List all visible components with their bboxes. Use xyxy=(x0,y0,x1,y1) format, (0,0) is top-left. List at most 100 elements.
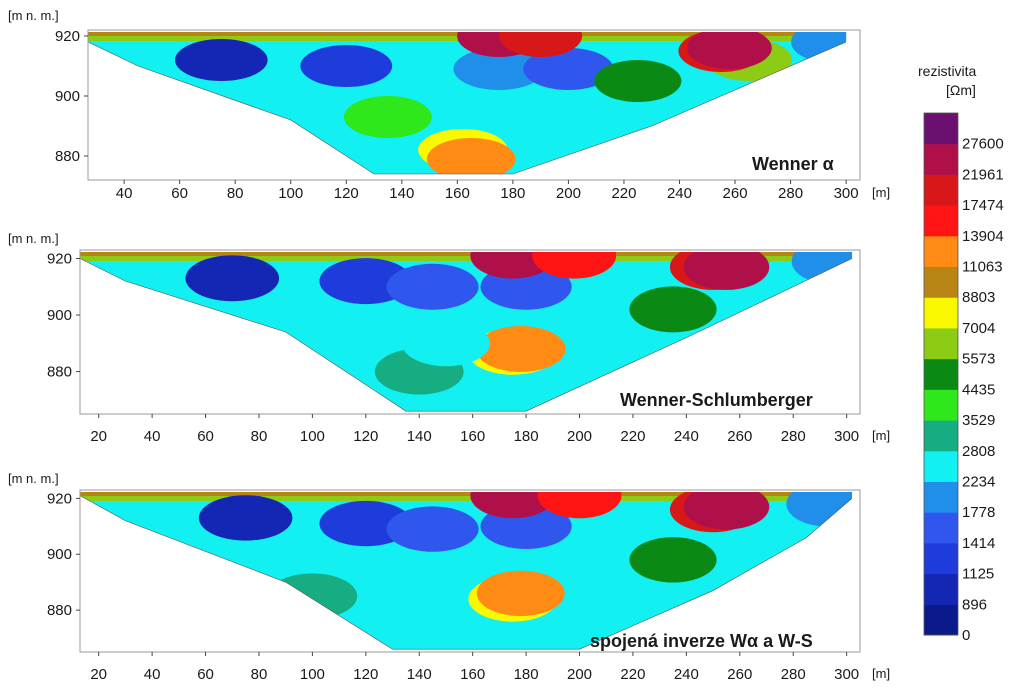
colorbar-swatch xyxy=(924,542,958,575)
x-axis-unit: [m] xyxy=(872,185,890,200)
resistivity-section xyxy=(80,492,852,650)
plot-frame xyxy=(79,249,861,415)
resistivity-body xyxy=(683,492,770,530)
colorbar-swatch xyxy=(924,205,958,237)
colorbar-label: 27600 xyxy=(962,136,1004,153)
resistivity-body xyxy=(386,506,479,552)
x-tick-label: 160 xyxy=(445,185,470,202)
colorbar-swatch xyxy=(924,389,958,421)
colorbar-label: 7004 xyxy=(962,320,995,337)
x-tick-label: 20 xyxy=(90,428,107,445)
x-tick-label: 100 xyxy=(300,666,325,683)
x-tick-label: 100 xyxy=(300,428,325,445)
x-tick-label: 80 xyxy=(251,428,268,445)
x-tick-label: 280 xyxy=(781,428,806,445)
x-tick-label: 40 xyxy=(144,428,161,445)
resistivity-body xyxy=(791,32,847,63)
panel-title: Wenner α xyxy=(752,154,834,174)
colorbar-label: 1778 xyxy=(962,504,995,521)
x-tick-label: 220 xyxy=(620,666,645,683)
colorbar-swatch xyxy=(924,297,958,329)
colorbar-frame xyxy=(923,112,959,636)
surface-layer xyxy=(80,496,852,501)
x-tick-label: 140 xyxy=(407,666,432,683)
x-tick-label: 140 xyxy=(407,428,432,445)
x-tick-label: 180 xyxy=(514,428,539,445)
surface-layer xyxy=(80,492,852,498)
resistivity-body xyxy=(629,286,717,333)
x-tick-label: 300 xyxy=(834,666,859,683)
surface-layer xyxy=(80,252,852,258)
x-tick-label: 220 xyxy=(611,185,636,202)
colorbar-label: 11063 xyxy=(962,259,1003,276)
x-tick-label: 160 xyxy=(460,428,485,445)
resistivity-body xyxy=(687,32,772,69)
profile-outline xyxy=(87,41,847,175)
x-tick-label: 300 xyxy=(834,185,859,202)
colorbar-swatch xyxy=(924,174,958,206)
colorbar-swatch xyxy=(924,113,958,145)
panel-2: 20 40 60 80 100 120 140 160 180 200 220 240 260 280 30… xyxy=(8,231,890,445)
resistivity-body xyxy=(499,32,583,57)
resistivity-body xyxy=(791,252,852,285)
y-tick-label: 880 xyxy=(47,364,72,381)
y-tick-label: 880 xyxy=(55,148,80,165)
resistivity-section xyxy=(80,252,852,412)
colorbar-swatch xyxy=(924,327,958,360)
panel-1: 40 60 80 100 120 140 160 180 200 220 240 260 280 300 [… xyxy=(8,8,890,202)
x-tick-label: 200 xyxy=(567,666,592,683)
legend-unit: [Ωm] xyxy=(946,82,976,98)
panel-title: spojená inverze Wα a W-S xyxy=(590,631,813,651)
y-tick-label: 880 xyxy=(47,602,72,619)
colorbar-swatch xyxy=(924,420,958,452)
section-panels: 40 60 80 100 120 140 160 180 200 220 240 260 280 300 [… xyxy=(8,8,890,683)
x-tick-label: 240 xyxy=(674,666,699,683)
panel-3: 20 40 60 80 100 120 140 160 180 200 220 240 260 280 30… xyxy=(8,471,890,683)
y-tick-label: 920 xyxy=(55,28,80,45)
colorbar-label: 13904 xyxy=(962,228,1004,245)
x-tick-label: 100 xyxy=(278,185,303,202)
colorbar-swatch xyxy=(924,573,958,605)
y-axis-label: [m n. m.] xyxy=(8,471,59,486)
colorbar-swatch xyxy=(924,358,958,390)
x-tick-label: 180 xyxy=(514,666,539,683)
colorbar-swatch xyxy=(924,512,958,544)
y-tick-label: 920 xyxy=(47,250,72,267)
x-tick-label: 180 xyxy=(500,185,525,202)
x-tick-label: 120 xyxy=(353,666,378,683)
panel-title: Wenner-Schlumberger xyxy=(620,390,813,410)
resistivity-body xyxy=(453,48,545,90)
x-tick-label: 280 xyxy=(778,185,803,202)
resistivity-body xyxy=(426,138,516,174)
resistivity-body xyxy=(532,252,617,279)
resistivity-body xyxy=(523,48,614,90)
y-tick-label: 900 xyxy=(47,546,72,563)
resistivity-body xyxy=(386,263,479,310)
x-tick-label: 120 xyxy=(353,428,378,445)
colorbar-label: 1125 xyxy=(962,566,994,583)
resistivity-body xyxy=(476,570,565,617)
y-axis-label: [m n. m.] xyxy=(8,231,59,246)
x-tick-label: 40 xyxy=(116,185,133,202)
resistivity-body xyxy=(470,252,556,279)
x-tick-label: 240 xyxy=(667,185,692,202)
colorbar-label: 3529 xyxy=(962,412,995,429)
x-axis-unit: [m] xyxy=(872,428,890,443)
resistivity-body xyxy=(629,537,717,583)
profile-outline xyxy=(79,495,853,650)
colorbar-label: 2234 xyxy=(962,473,995,490)
resistivity-body xyxy=(594,60,682,102)
x-tick-label: 240 xyxy=(674,428,699,445)
y-tick-label: 900 xyxy=(47,307,72,324)
resistivity-body xyxy=(786,492,852,527)
x-tick-label: 260 xyxy=(723,185,748,202)
colorbar-label: 4435 xyxy=(962,381,995,398)
x-tick-label: 260 xyxy=(727,428,752,445)
x-tick-label: 220 xyxy=(620,428,645,445)
colorbar-swatch xyxy=(924,450,958,482)
x-tick-label: 160 xyxy=(460,666,485,683)
colorbar-label: 896 xyxy=(962,596,987,613)
colorbar-label: 8803 xyxy=(962,289,995,306)
x-tick-label: 60 xyxy=(197,428,214,445)
resistivity-body xyxy=(198,495,293,541)
